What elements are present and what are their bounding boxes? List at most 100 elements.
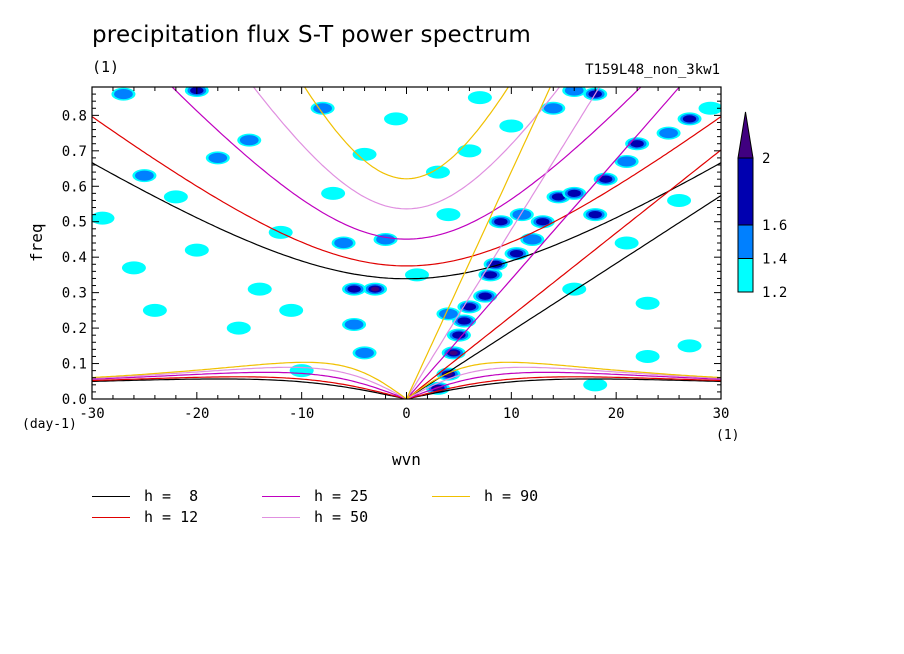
heatmap-cell: [483, 271, 498, 279]
y-tick-label: 0.0: [62, 392, 87, 408]
heatmap-cell: [355, 347, 374, 358]
legend-item-h50: h = 50: [262, 508, 368, 526]
heatmap-cell: [352, 147, 377, 161]
dispersion-curve-inertia-gravity: [92, 162, 721, 280]
dispersion-curves: [92, 87, 721, 399]
legend-item-h90: h = 90: [432, 487, 538, 505]
x-tick-label: 20: [608, 406, 625, 422]
heatmap-cell: [462, 303, 477, 311]
colorbar-label: 1.6: [762, 218, 787, 234]
legend-label: h = 12: [144, 508, 199, 526]
y-unit-label: (day-1): [22, 417, 77, 432]
heatmap-cell: [536, 218, 550, 226]
legend-label: h = 25: [314, 487, 369, 505]
heatmap-cell: [467, 91, 492, 105]
colorbar-band: [737, 224, 754, 259]
heatmap-cell: [135, 170, 154, 181]
heatmap-cell: [588, 210, 602, 219]
y-tick-label: 0.5: [62, 215, 87, 231]
legend-swatch: [262, 495, 300, 497]
heatmap-cell: [370, 286, 380, 292]
heatmap-cell: [347, 285, 361, 293]
dispersion-curve-rossby: [92, 366, 721, 399]
heatmap-cell: [114, 89, 133, 100]
heatmap-cell: [635, 296, 660, 310]
heatmap-cell: [512, 209, 532, 220]
x-axis-label: wvn: [392, 450, 421, 469]
heatmap-cell: [677, 339, 702, 353]
heatmap-cell: [384, 112, 409, 126]
heatmap-cell: [499, 119, 524, 133]
heatmap-cell: [543, 103, 563, 114]
heatmap-cell: [344, 319, 364, 330]
legend-item-h12: h = 12: [92, 508, 198, 526]
heatmap-cell: [617, 156, 637, 167]
x-tick-label: -10: [289, 406, 314, 422]
colorbar-band: [737, 258, 754, 293]
heatmap-cell: [239, 135, 259, 146]
heatmap-cell: [562, 282, 587, 296]
y-axis-label: freq: [27, 223, 46, 262]
heatmap-cell: [598, 175, 613, 183]
y-tick-label: 0.3: [62, 286, 87, 302]
heatmap-cell: [509, 249, 524, 258]
heatmap-cell: [564, 87, 584, 96]
dispersion-curve-kelvin: [406, 149, 721, 399]
x-tick-label: 30: [713, 406, 730, 422]
heatmap-cell: [698, 101, 721, 115]
legend-label: h = 90: [484, 487, 539, 505]
heatmap-cell: [313, 103, 332, 114]
heatmap-cell: [522, 234, 542, 245]
x-tick-label: 0: [402, 406, 410, 422]
dispersion-curve-inertia-gravity: [92, 116, 721, 267]
dispersion-curve-kelvin: [405, 87, 601, 399]
dispersion-curve-kelvin: [406, 87, 681, 399]
heatmap-cell: [247, 282, 272, 296]
heatmap-cell: [614, 236, 639, 250]
dispersion-curve-inertia-gravity: [171, 87, 642, 240]
colorbar-label: 1.2: [762, 285, 787, 301]
heatmap-cell: [436, 208, 461, 222]
heatmap-cell: [163, 190, 188, 204]
heatmap-cell: [121, 261, 146, 275]
heatmap-cell: [279, 303, 304, 317]
axis-ticks: [91, 86, 722, 400]
x-tick-label: -30: [79, 406, 104, 422]
y-tick-label: 0.2: [62, 321, 87, 337]
chart-title: precipitation flux S-T power spectrum: [92, 22, 531, 48]
heatmap-cell: [551, 193, 566, 201]
heatmap-cell: [457, 144, 482, 158]
x-tick-label: 10: [503, 406, 520, 422]
legend-label: h = 8: [144, 487, 199, 505]
heatmap-cell: [457, 317, 471, 325]
heatmap-cell: [226, 321, 251, 335]
heatmap-cell: [425, 165, 450, 179]
legend-swatch: [92, 495, 130, 497]
heatmap-cell: [494, 218, 508, 226]
dispersion-curve-kelvin: [405, 87, 551, 399]
legend-swatch: [262, 516, 300, 518]
heatmap-cell: [567, 189, 581, 198]
dispersion-curve-rossby: [92, 361, 721, 399]
heatmap-cell: [659, 128, 678, 139]
heatmap-cell: [478, 292, 492, 300]
legend-item-h25: h = 25: [262, 487, 368, 505]
heatmap-cell: [667, 193, 692, 207]
colorbar-band: [737, 157, 754, 226]
heatmap-cell: [404, 268, 429, 282]
legend-swatch: [92, 516, 130, 518]
legend-swatch: [432, 495, 470, 497]
heatmap-cell: [452, 331, 466, 339]
heatmap-cell: [208, 152, 228, 163]
dispersion-curve-inertia-gravity: [252, 87, 561, 210]
y-tick-label: 0.7: [62, 144, 87, 160]
heatmap-cell: [142, 303, 167, 317]
heatmap-cell: [289, 364, 314, 378]
x-tick-label: -20: [184, 406, 209, 422]
y-tick-label: 0.4: [62, 250, 87, 266]
chart-subtitle: (1): [92, 58, 120, 76]
colorbar-label: 1.4: [762, 252, 787, 268]
heatmap-cell: [682, 115, 697, 123]
heatmap-cell: [184, 243, 209, 257]
